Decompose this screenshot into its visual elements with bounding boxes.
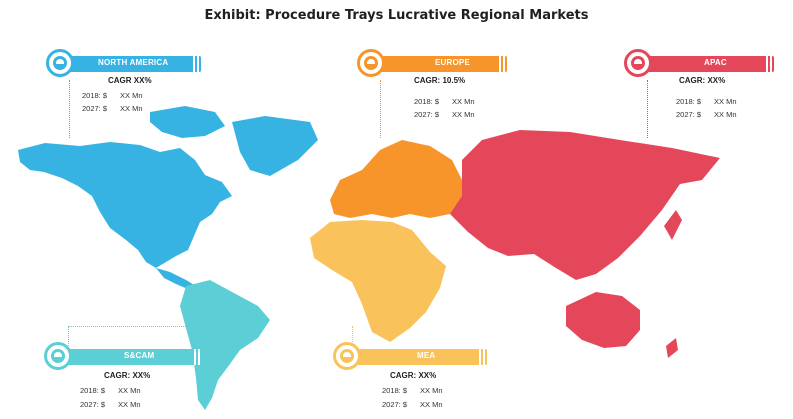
scam-cagr: CAGR: XX% [104,371,151,380]
europe-2027: 2027: $ XX Mn [414,110,475,119]
new-zealand-shape [666,338,678,358]
japan-shape [664,210,682,240]
mea-bar [343,349,487,365]
north-america-name: NORTH AMERICA [98,58,169,67]
scam-connector-v [68,326,69,348]
mea-cagr: CAGR: XX% [390,371,437,380]
mea-2018: 2018: $ XX Mn [382,386,443,395]
mea-badge-icon [333,342,361,370]
scam-shape [180,280,270,410]
mea-name: MEA [417,351,436,360]
scam-name: S&CAM [124,351,155,360]
north-america-cagr: CAGR XX% [108,76,152,85]
apac-cagr: CAGR: XX% [679,76,726,85]
apac-2018: 2018: $ XX Mn [676,97,737,106]
europe-bar [367,56,507,72]
north-america-connector [69,80,70,138]
mea-connector [352,326,353,348]
scam-connector-h [68,326,200,327]
north-america-2027: 2027: $ XX Mn [82,104,143,113]
apac-connector [647,80,648,138]
scam-2027: 2027: $ XX Mn [80,400,141,409]
apac-name: APAC [704,58,727,67]
europe-2018: 2018: $ XX Mn [414,97,475,106]
europe-tag: EUROPE [357,49,507,77]
north-america-badge-icon [46,49,74,77]
europe-cagr: CAGR: 10.5% [414,76,466,85]
north-america-bar [56,56,201,72]
scam-bar [54,349,202,365]
apac-tag: APAC [624,49,774,77]
page-title: Exhibit: Procedure Trays Lucrative Regio… [204,8,589,23]
europe-badge-icon [357,49,385,77]
apac-shape [450,130,720,280]
north-america-shape [18,106,318,290]
north-america-2018: 2018: $ XX Mn [82,91,143,100]
north-america-tag: NORTH AMERICA [46,49,201,77]
mea-tag: MEA [333,342,488,370]
apac-2027: 2027: $ XX Mn [676,110,737,119]
scam-2018: 2018: $ XX Mn [80,386,141,395]
scam-badge-icon [44,342,72,370]
mea-shape [310,220,446,342]
europe-connector [380,80,381,138]
mea-2027: 2027: $ XX Mn [382,400,443,409]
europe-name: EUROPE [435,58,470,67]
apac-badge-icon [624,49,652,77]
australia-shape [566,292,640,348]
apac-bar [634,56,774,72]
europe-shape [330,140,462,218]
scam-tag: S&CAM [44,342,204,370]
